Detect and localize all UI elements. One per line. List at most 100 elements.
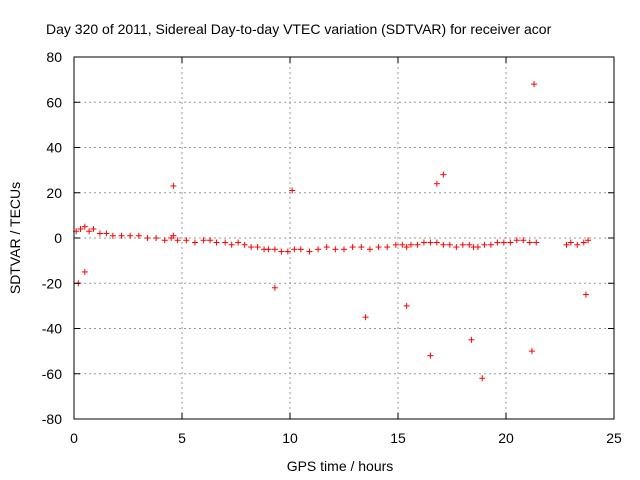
data-point: [574, 241, 581, 248]
data-point: [77, 225, 84, 232]
data-point: [427, 239, 434, 246]
y-tick-label: 0: [54, 230, 62, 246]
data-point: [109, 232, 116, 239]
data-point: [531, 81, 538, 88]
data-point: [271, 246, 278, 253]
axis-ticks: 0 5 10 15 20 25 -80 -60 -40 -20 0 20 40 60 80: [42, 49, 622, 446]
y-tick-label: 40: [46, 140, 62, 156]
data-point: [392, 241, 399, 248]
data-point: [399, 241, 406, 248]
data-point: [278, 248, 285, 255]
data-point: [161, 237, 168, 244]
data-point: [474, 244, 481, 251]
data-point: [323, 244, 330, 251]
data-point: [533, 239, 540, 246]
data-point: [585, 237, 592, 244]
data-point: [567, 239, 574, 246]
data-point: [81, 268, 88, 275]
data-point: [144, 235, 151, 241]
data-point: [580, 239, 587, 246]
data-point: [362, 314, 369, 321]
data-point: [103, 230, 110, 237]
data-point: [433, 180, 440, 187]
data-point: [118, 232, 125, 239]
data-point: [200, 237, 207, 244]
data-point: [306, 248, 313, 255]
y-tick-label: 80: [46, 49, 62, 65]
data-point: [479, 375, 486, 382]
data-point: [291, 246, 298, 253]
data-point: [96, 230, 103, 237]
y-tick-label: -80: [42, 411, 62, 427]
y-axis-label: SDTVAR / TECUs: [7, 182, 23, 294]
data-point: [526, 239, 533, 246]
data-point: [170, 232, 177, 239]
data-point: [427, 352, 434, 359]
x-tick-label: 5: [178, 430, 186, 446]
data-point: [513, 237, 520, 244]
data-point: [135, 232, 142, 239]
data-point: [433, 239, 440, 246]
data-point: [228, 241, 235, 248]
data-point: [86, 228, 93, 235]
data-points: [73, 81, 592, 382]
data-point: [420, 239, 427, 246]
data-point: [459, 241, 466, 248]
data-point: [500, 239, 507, 246]
data-point: [453, 244, 460, 251]
data-point: [174, 237, 181, 244]
data-point: [153, 235, 160, 241]
data-point: [407, 241, 414, 248]
data-point: [366, 246, 373, 253]
y-tick-label: -60: [42, 366, 62, 382]
data-point: [507, 239, 514, 246]
x-tick-label: 10: [282, 430, 298, 446]
data-point: [440, 171, 447, 178]
y-tick-label: 60: [46, 94, 62, 110]
data-point: [207, 237, 214, 244]
data-point: [170, 182, 177, 189]
grid-lines: [74, 57, 614, 419]
data-point: [341, 246, 347, 253]
data-point: [520, 237, 527, 244]
data-point: [414, 241, 421, 248]
data-point: [254, 244, 261, 251]
data-point: [183, 237, 190, 244]
data-point: [563, 241, 570, 248]
data-point: [349, 244, 356, 251]
x-tick-label: 25: [606, 430, 622, 446]
data-point: [494, 239, 501, 246]
data-point: [487, 241, 494, 248]
data-point: [466, 241, 473, 248]
data-point: [289, 187, 296, 194]
data-point: [403, 302, 410, 309]
data-point: [271, 284, 278, 291]
data-point: [241, 241, 248, 248]
data-point: [332, 246, 339, 253]
data-point: [468, 336, 475, 343]
data-point: [315, 246, 322, 253]
data-point: [284, 248, 291, 255]
data-point: [358, 244, 365, 251]
data-point: [248, 244, 255, 251]
data-point: [403, 244, 410, 251]
data-point: [235, 239, 242, 246]
x-tick-label: 20: [498, 430, 514, 446]
data-point: [384, 244, 391, 251]
data-point: [481, 241, 488, 248]
y-tick-label: 20: [46, 185, 62, 201]
data-point: [440, 241, 447, 248]
chart-title: Day 320 of 2011, Sidereal Day-to-day VTE…: [46, 21, 552, 37]
data-point: [265, 246, 272, 253]
data-point: [222, 239, 229, 246]
x-tick-label: 15: [390, 430, 406, 446]
data-point: [297, 246, 304, 253]
x-tick-label: 0: [70, 430, 78, 446]
data-point: [191, 239, 198, 246]
y-tick-label: -20: [42, 275, 62, 291]
x-axis-label: GPS time / hours: [287, 458, 394, 474]
data-point: [90, 225, 97, 232]
data-point: [127, 232, 134, 239]
data-point: [582, 291, 589, 298]
